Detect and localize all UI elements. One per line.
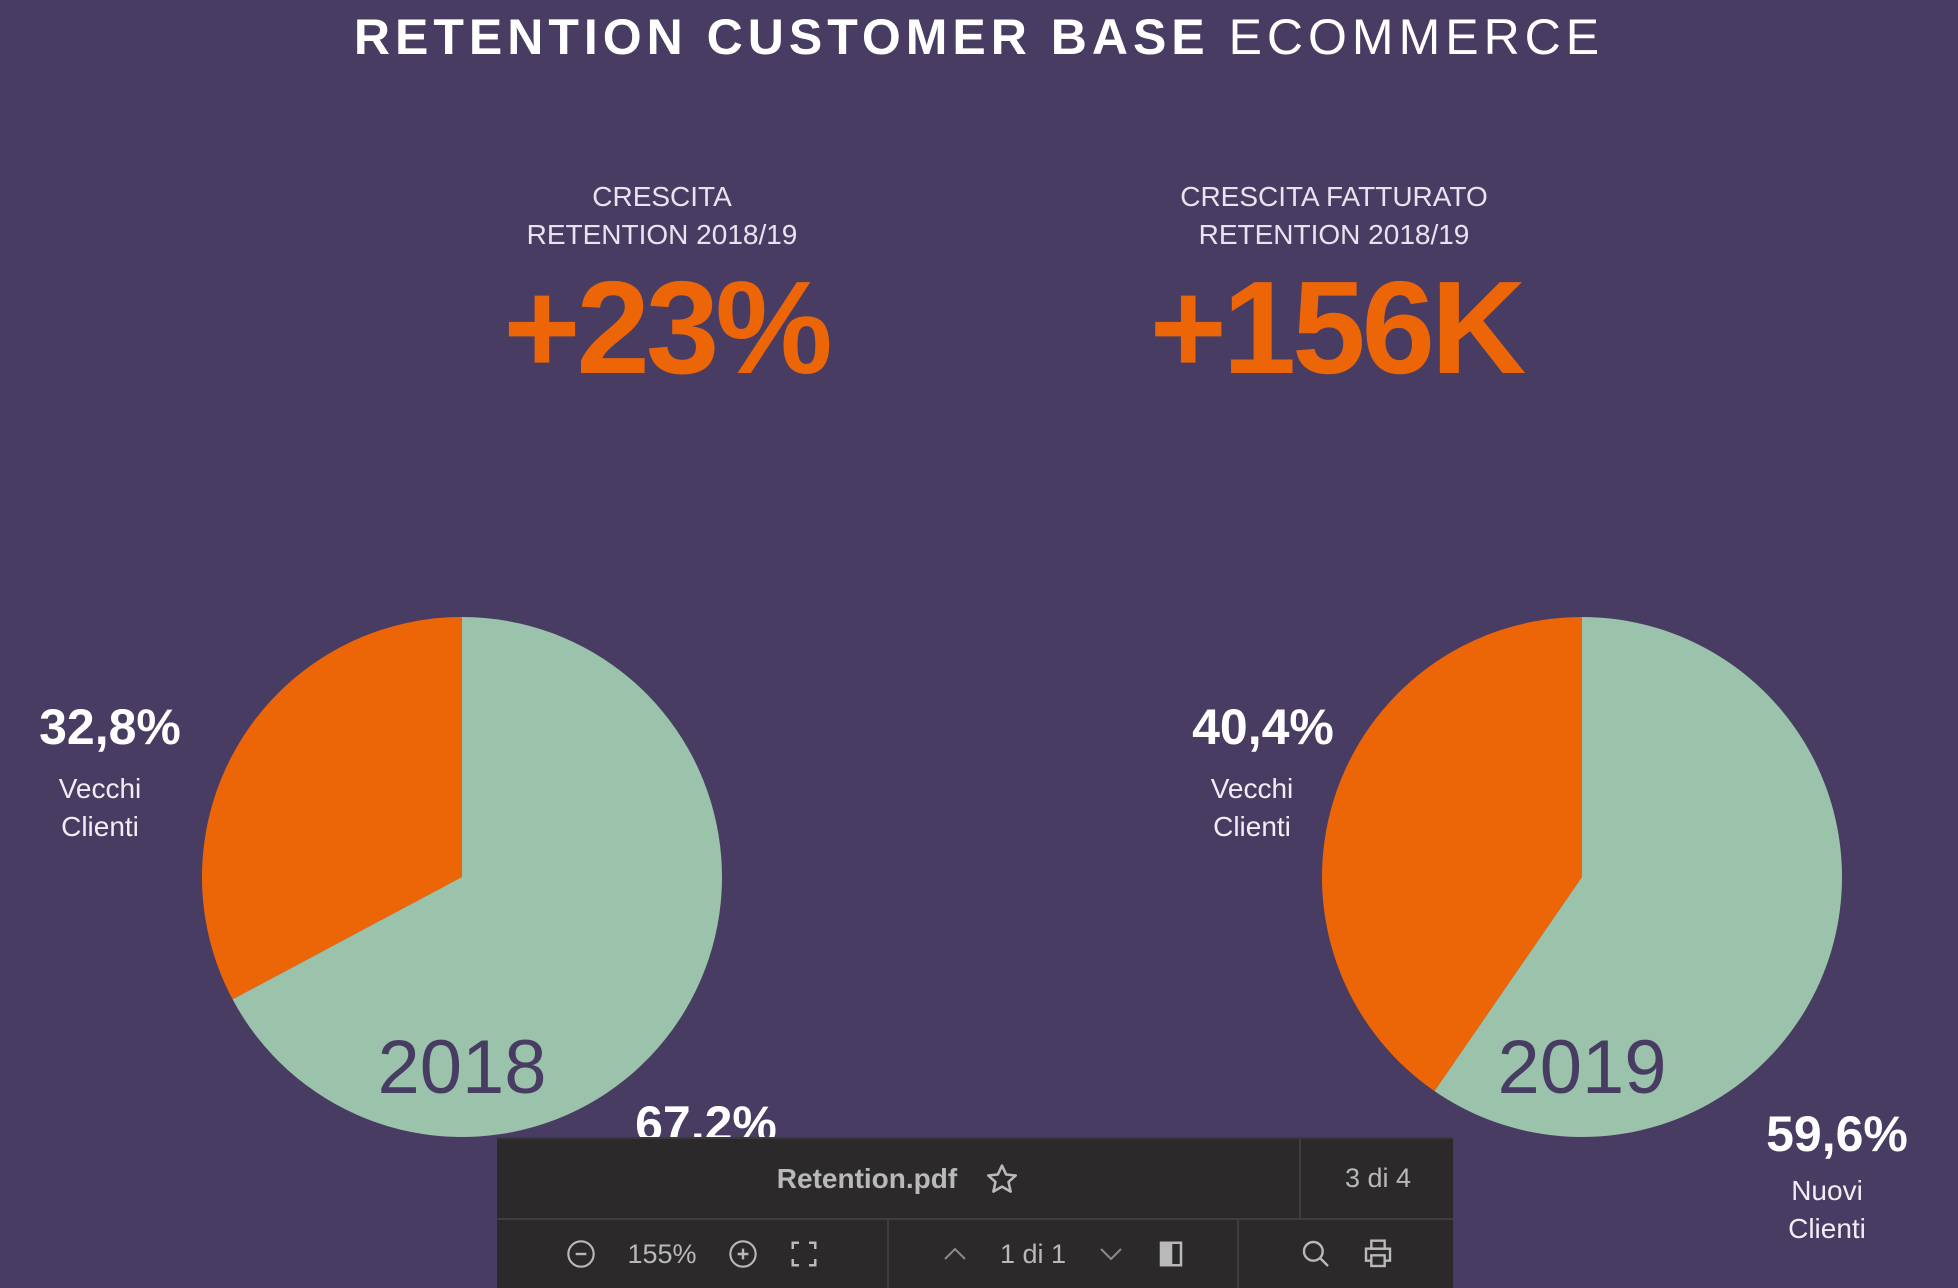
filename: Retention.pdf bbox=[776, 1162, 958, 1194]
page-navigation: 1 di 1 bbox=[887, 1220, 1237, 1288]
label-line: Clienti bbox=[1788, 1213, 1866, 1244]
pie-2018-slice-0 bbox=[201, 617, 462, 1000]
pie-2018-old-pct: 32,8% bbox=[39, 699, 181, 755]
page-up-icon[interactable] bbox=[940, 1239, 970, 1269]
toolbar-top-row: Retention.pdf 3 di 4 bbox=[497, 1139, 1453, 1220]
sidebar-toggle-icon[interactable] bbox=[1156, 1239, 1186, 1269]
label-line: Vecchi bbox=[58, 773, 142, 804]
zoom-controls: 155% bbox=[497, 1220, 887, 1288]
label-line: Nuovi bbox=[1791, 1175, 1863, 1206]
pie-2019-old-pct: 40,4% bbox=[1192, 699, 1334, 755]
fit-page-icon[interactable] bbox=[789, 1239, 819, 1269]
title-bold: RETENTION CUSTOMER BASE bbox=[353, 9, 1210, 65]
pie-year-2018: 2018 bbox=[377, 1025, 547, 1110]
pdf-viewer-toolbar: Retention.pdf 3 di 4 155% 1 di 1 bbox=[497, 1137, 1453, 1288]
pie-2019-new-label: Nuovi Clienti bbox=[1697, 1172, 1957, 1248]
page-title: RETENTION CUSTOMER BASE ECOMMERCE bbox=[0, 8, 1958, 66]
zoom-level[interactable]: 155% bbox=[627, 1238, 697, 1269]
pie-2019-new-pct: 59,6% bbox=[1766, 1106, 1908, 1162]
pie-2018-slice-1 bbox=[232, 617, 723, 1137]
pie-2018-old-label: Vecchi Clienti bbox=[0, 770, 230, 846]
zoom-out-icon[interactable] bbox=[565, 1238, 597, 1270]
file-title: Retention.pdf bbox=[497, 1139, 1299, 1218]
kpi-label-line: CRESCITA FATTURATO bbox=[1180, 181, 1488, 212]
kpi-retention-label: CRESCITA RETENTION 2018/19 bbox=[362, 178, 962, 254]
toolbar-bottom-row: 155% 1 di 1 bbox=[497, 1220, 1453, 1288]
kpi-revenue-value: +156K bbox=[1149, 254, 1527, 401]
label-line: Clienti bbox=[61, 811, 139, 842]
tools bbox=[1237, 1220, 1455, 1288]
kpi-retention-value: +23% bbox=[503, 254, 832, 401]
label-line: Vecchi bbox=[1210, 773, 1294, 804]
pie-2019-slice-0 bbox=[1322, 617, 1582, 1092]
page-count: 3 di 4 bbox=[1299, 1139, 1455, 1218]
print-icon[interactable] bbox=[1362, 1238, 1394, 1270]
star-icon[interactable] bbox=[985, 1162, 1019, 1196]
pie-2019-slice-1 bbox=[1434, 617, 1842, 1137]
page-down-icon[interactable] bbox=[1096, 1239, 1126, 1269]
zoom-in-icon[interactable] bbox=[727, 1238, 759, 1270]
page-indicator[interactable]: 1 di 1 bbox=[999, 1238, 1067, 1269]
kpi-label-line: RETENTION 2018/19 bbox=[1198, 219, 1470, 250]
kpi-label-line: RETENTION 2018/19 bbox=[526, 219, 798, 250]
kpi-label-line: CRESCITA bbox=[592, 181, 732, 212]
label-line: Clienti bbox=[1213, 811, 1291, 842]
search-icon[interactable] bbox=[1300, 1238, 1332, 1270]
pie-year-2019: 2019 bbox=[1497, 1025, 1667, 1110]
kpi-revenue-label: CRESCITA FATTURATO RETENTION 2018/19 bbox=[1034, 178, 1634, 254]
pie-2019-old-label: Vecchi Clienti bbox=[1122, 770, 1382, 846]
title-light: ECOMMERCE bbox=[1228, 9, 1605, 65]
